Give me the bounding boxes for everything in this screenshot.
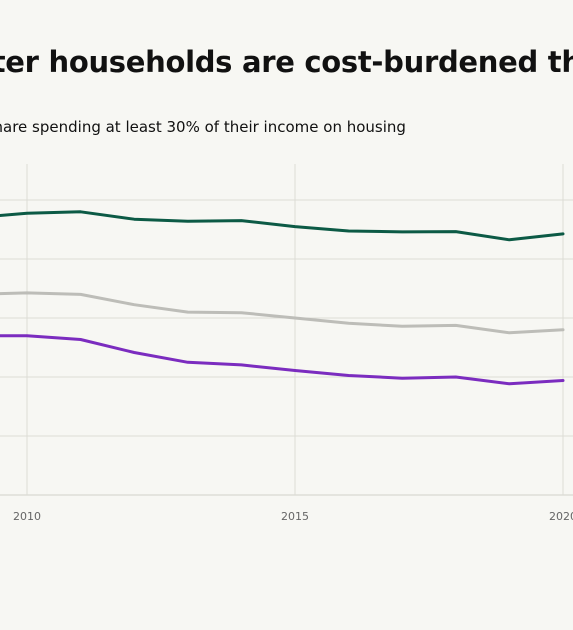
chart-subtitle: Share spending at least 30% of their inc… [0, 118, 406, 136]
chart-title: Renter households are cost-burdened than… [0, 45, 573, 79]
series-line-3 [0, 334, 565, 386]
x-axis-ticks: 2010 2015 2020 [13, 510, 573, 523]
x-tick-label: 2015 [281, 510, 309, 523]
x-tick-label: 2010 [13, 510, 41, 523]
horizontal-gridlines [0, 199, 573, 496]
series-line-1 [0, 210, 565, 242]
series-line-2 [0, 291, 565, 335]
series-layer [0, 210, 565, 386]
x-tick-label: 2020 [549, 510, 573, 523]
